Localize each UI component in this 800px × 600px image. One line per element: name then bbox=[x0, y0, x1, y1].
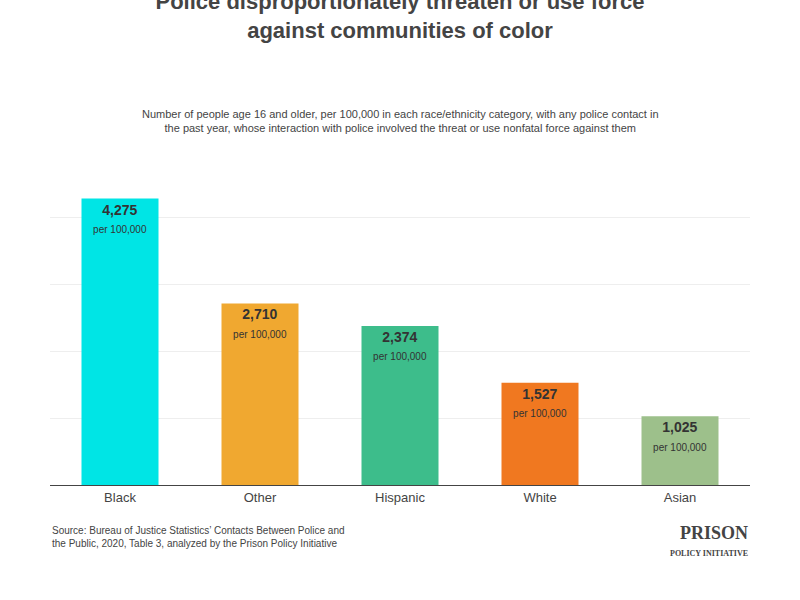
svg-text:POLICY INITIATIVE: POLICY INITIATIVE bbox=[670, 549, 748, 558]
svg-text:4,275per 100,000: 4,275per 100,000 bbox=[93, 202, 147, 235]
svg-text:1,527per 100,000: 1,527per 100,000 bbox=[513, 386, 567, 419]
svg-text:White: White bbox=[523, 490, 556, 505]
svg-text:PRISON: PRISON bbox=[680, 523, 748, 543]
svg-text:Asian: Asian bbox=[664, 490, 697, 505]
svg-text:Police disproportionately thre: Police disproportionately threaten or us… bbox=[156, 0, 645, 43]
svg-text:2,710per 100,000: 2,710per 100,000 bbox=[233, 306, 287, 339]
svg-text:Other: Other bbox=[244, 490, 277, 505]
svg-text:2,374per 100,000: 2,374per 100,000 bbox=[373, 329, 427, 362]
svg-text:Source: Bureau of Justice Stat: Source: Bureau of Justice Statistics’ Co… bbox=[52, 525, 345, 549]
svg-text:Number of people age 16 and ol: Number of people age 16 and older, per 1… bbox=[142, 108, 659, 134]
svg-text:Black: Black bbox=[104, 490, 136, 505]
svg-text:1,025per 100,000: 1,025per 100,000 bbox=[653, 419, 707, 452]
svg-text:Hispanic: Hispanic bbox=[375, 490, 425, 505]
